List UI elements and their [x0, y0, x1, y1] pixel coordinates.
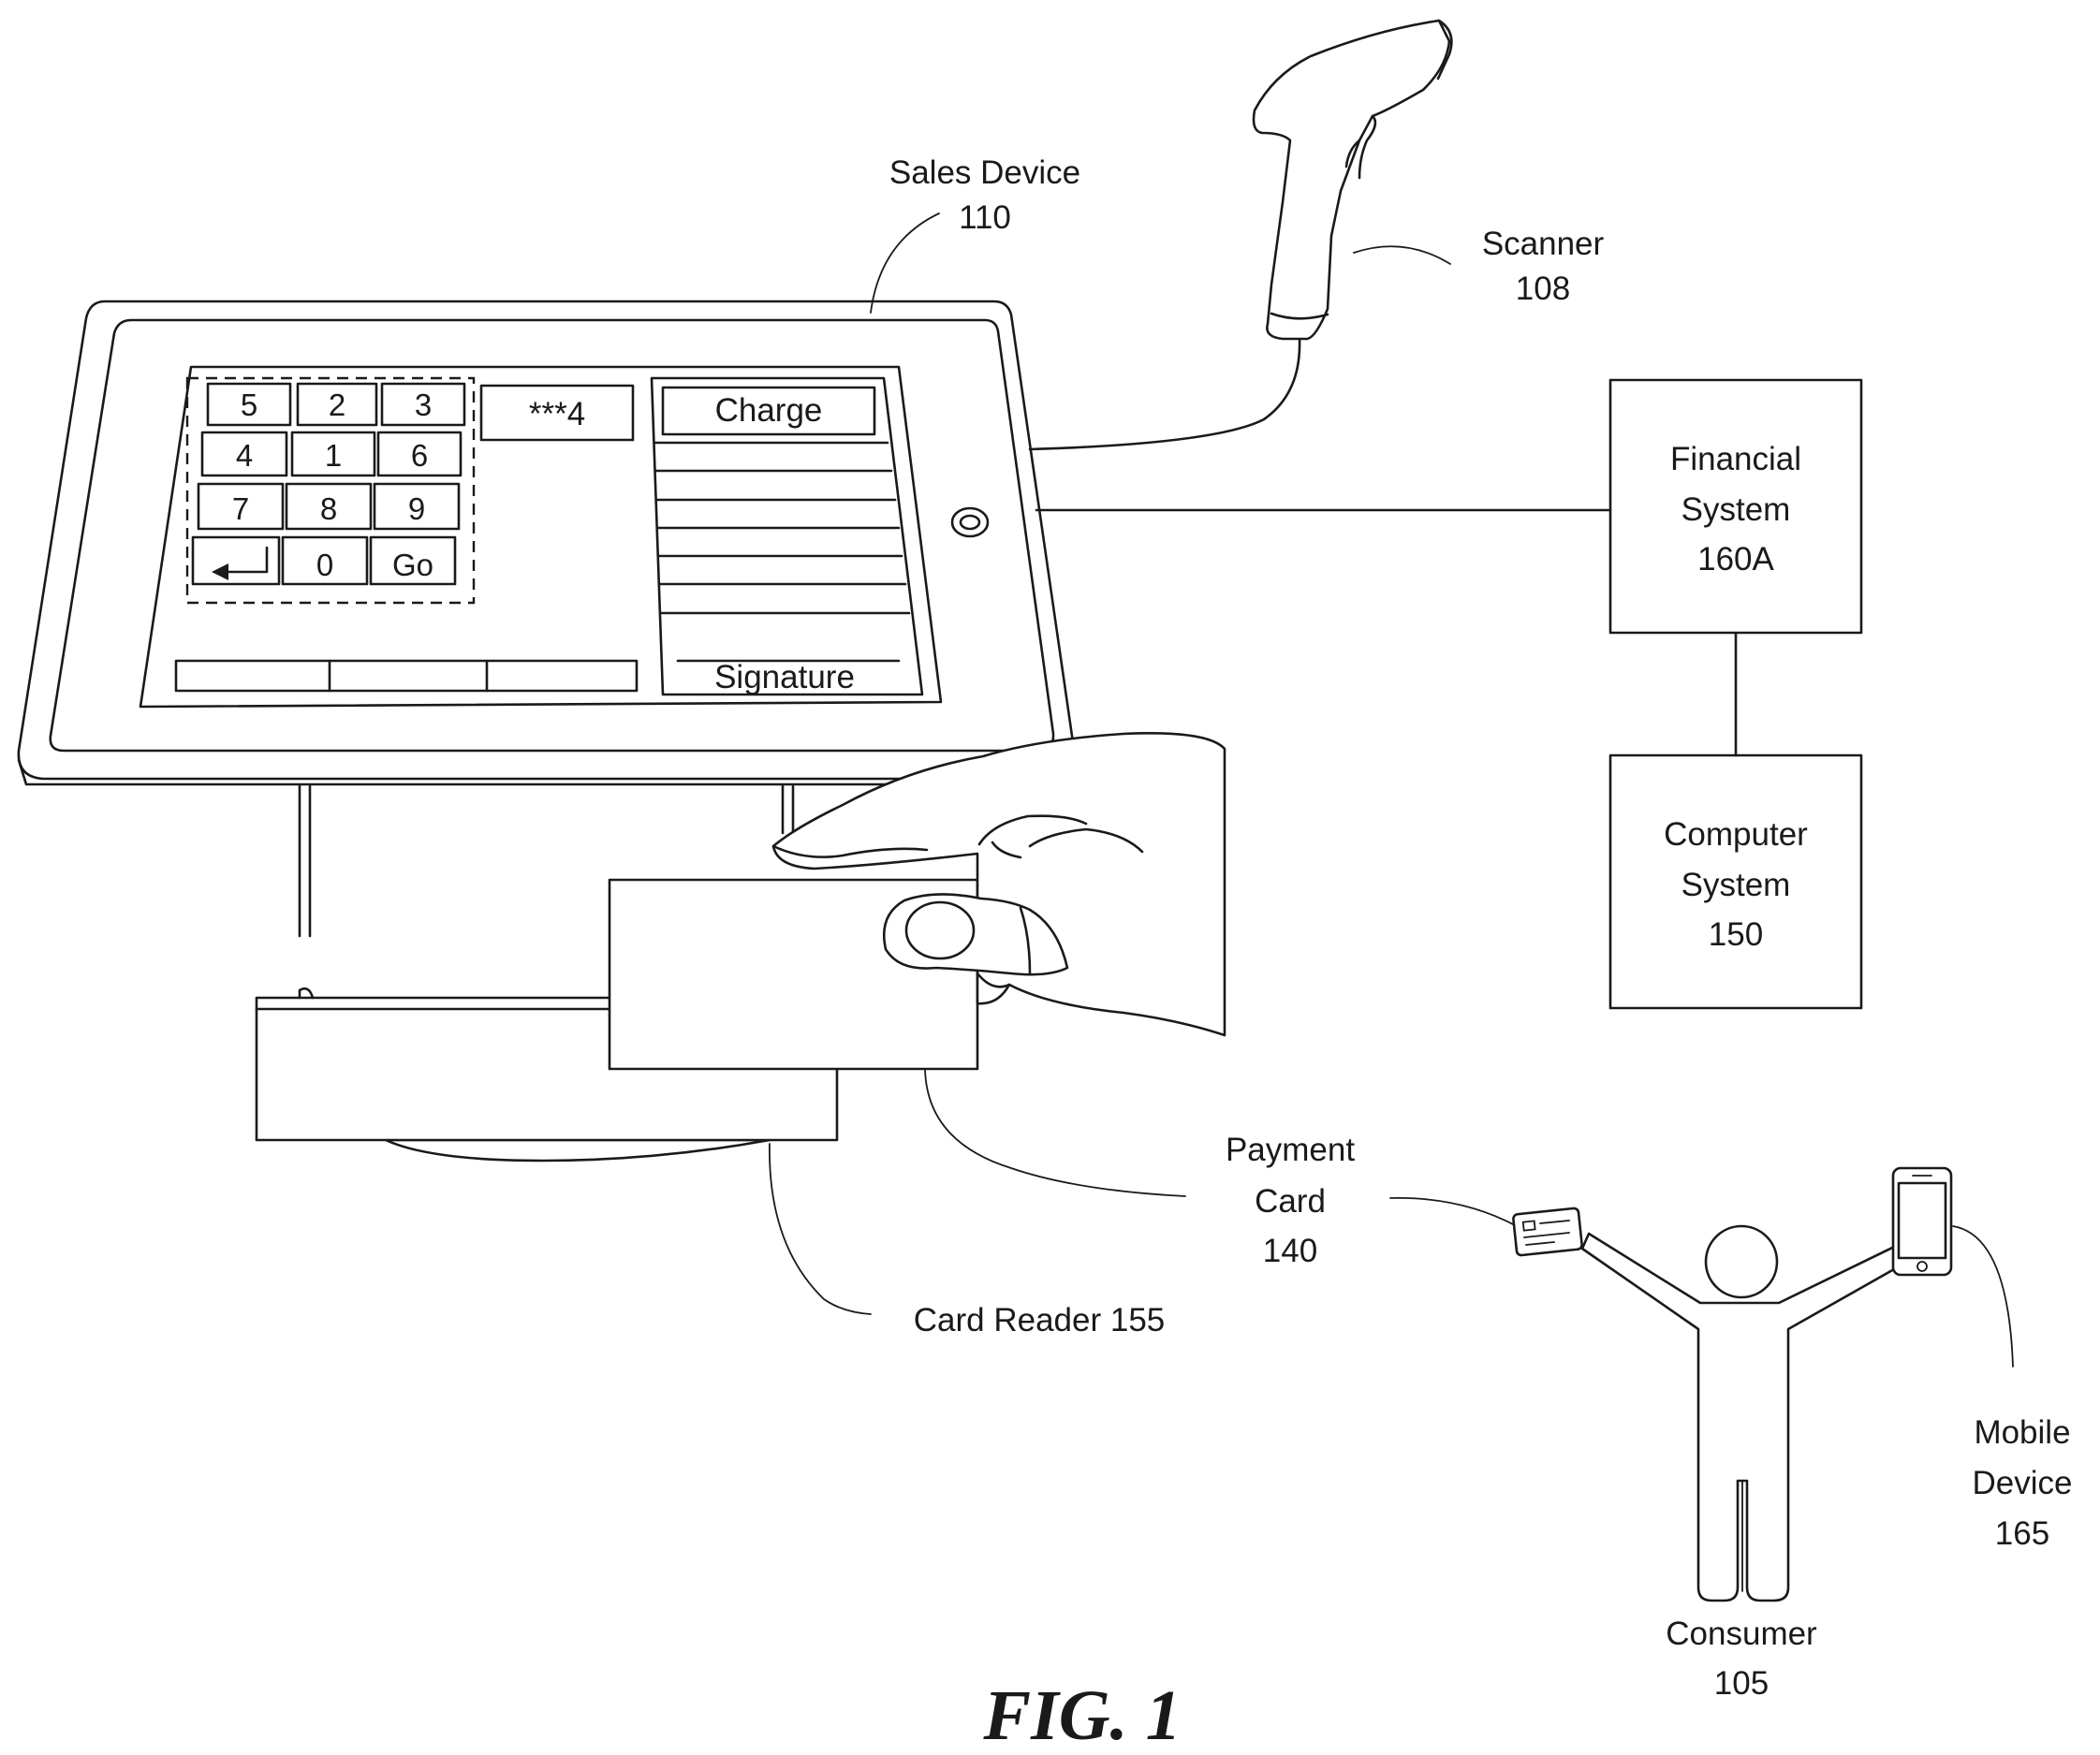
- payment-card-line2: Card: [1255, 1183, 1326, 1220]
- financial-system-line2: System: [1681, 491, 1791, 528]
- payment-card-line3: 140: [1263, 1233, 1317, 1269]
- person-icon: [1582, 1226, 1931, 1601]
- key-4-label: 4: [236, 438, 253, 473]
- home-button-icon[interactable]: [952, 508, 988, 536]
- financial-system-line1: Financial: [1670, 441, 1801, 477]
- consumer-label-name: Consumer: [1666, 1616, 1817, 1652]
- scanner-label-ref: 108: [1516, 271, 1570, 307]
- key-8-label: 8: [320, 491, 337, 526]
- key-3-label: 3: [415, 388, 432, 422]
- payment-card-icon-leader: [1390, 1198, 1517, 1226]
- mobile-device-line1: Mobile: [1974, 1414, 2070, 1451]
- signature-label: Signature: [714, 659, 855, 695]
- key-6-label: 6: [411, 438, 428, 473]
- mobile-device-line3: 165: [1995, 1515, 2049, 1552]
- key-2-label: 2: [329, 388, 345, 422]
- key-0-label: 0: [316, 548, 333, 582]
- computer-system-line1: Computer: [1664, 816, 1808, 853]
- key-9-label: 9: [408, 491, 425, 526]
- scanner-leader: [1354, 246, 1450, 264]
- figure-label: FIG. 1: [982, 1676, 1181, 1755]
- sales-device-label-name: Sales Device: [889, 154, 1080, 191]
- card-reader-label: Card Reader 155: [914, 1302, 1166, 1338]
- payment-card-leader: [925, 1069, 1185, 1196]
- scanner-label-name: Scanner: [1482, 226, 1605, 262]
- sales-device-leader: [871, 213, 939, 313]
- computer-system-line3: 150: [1709, 916, 1763, 953]
- smartphone-icon: [1893, 1168, 1951, 1275]
- barcode-scanner: [1030, 21, 1451, 449]
- key-7-label: 7: [232, 491, 249, 526]
- credit-card-icon: [1513, 1207, 1582, 1255]
- key-1-label: 1: [325, 438, 342, 473]
- mobile-device-leader: [1953, 1226, 2013, 1367]
- consumer-label-ref: 105: [1714, 1665, 1769, 1702]
- card-reader-leader: [770, 1144, 871, 1314]
- sales-device-label-ref: 110: [959, 199, 1011, 236]
- pin-display-text: ***4: [529, 396, 585, 432]
- key-go-label: Go: [392, 548, 433, 582]
- charge-button-label: Charge: [715, 392, 823, 429]
- payment-card-line1: Payment: [1226, 1132, 1355, 1168]
- mobile-device-line2: Device: [1973, 1465, 2073, 1501]
- financial-system-line3: 160A: [1697, 541, 1774, 578]
- computer-system-line2: System: [1681, 867, 1791, 903]
- key-5-label: 5: [241, 388, 257, 422]
